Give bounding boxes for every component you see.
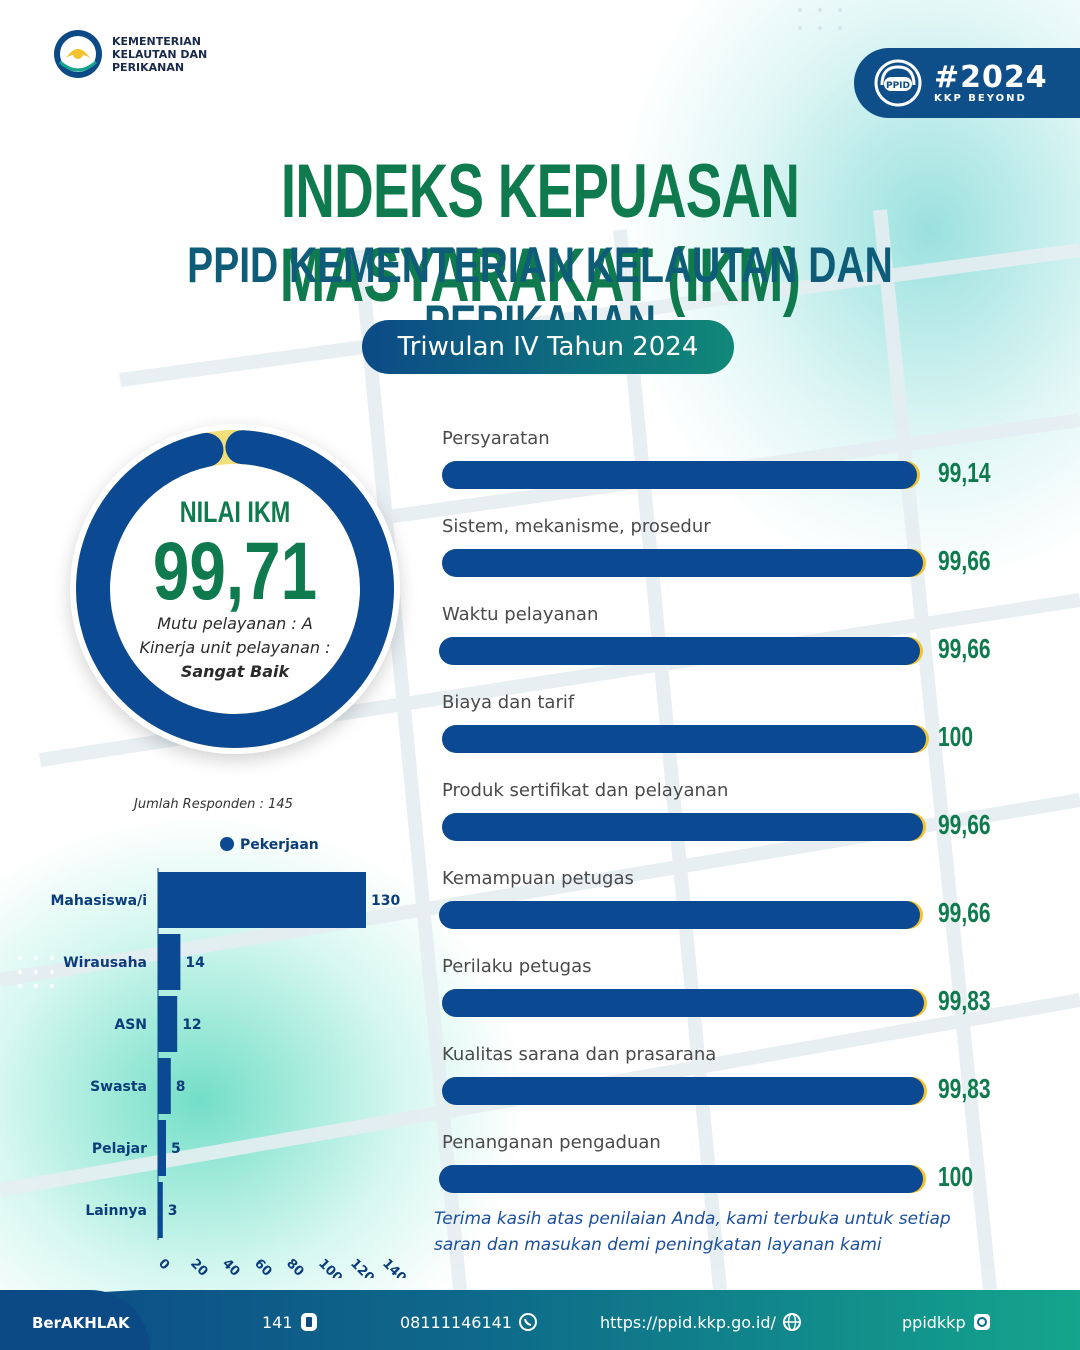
page-title: INDEKS KEPUASAN MASYARAKAT (IKM) — [279, 149, 801, 318]
occupation-value-label: 3 — [168, 1203, 178, 1219]
occupation-value-label: 5 — [171, 1141, 181, 1157]
occupation-bar — [158, 872, 366, 928]
globe-icon — [782, 1313, 801, 1331]
occupation-category-label: Lainnya — [85, 1203, 147, 1219]
ikm-donut-arc — [76, 430, 394, 748]
aspect-bar — [439, 637, 920, 665]
badge-hashtag: #2024 — [934, 59, 1048, 95]
occupation-value-label: 12 — [182, 1017, 201, 1033]
thank-you-note: Terima kasih atas penilaian Anda, kami t… — [434, 1209, 951, 1255]
x-tick-label: 0 — [155, 1256, 172, 1273]
aspect-value: 99,66 — [938, 897, 991, 928]
aspect-label: Sistem, mekanisme, prosedur — [442, 516, 711, 537]
x-tick-label: 120 — [347, 1256, 377, 1278]
occupation-category-label: Mahasiswa/i — [50, 893, 147, 909]
occupation-category-label: Wirausaha — [63, 955, 147, 971]
aspect-bar — [442, 989, 925, 1017]
occupation-category-label: Swasta — [90, 1079, 147, 1095]
legend-marker — [220, 837, 234, 851]
ikm-label: NILAI IKM — [179, 496, 291, 529]
occupation-bar — [158, 1182, 163, 1238]
legend-label: Pekerjaan — [240, 837, 319, 853]
x-tick-label: 140 — [379, 1256, 409, 1278]
footer-instagram[interactable]: ppidkkp — [902, 1312, 992, 1332]
occupation-bar — [158, 1120, 166, 1176]
aspect-bar — [442, 725, 926, 753]
occupation-category-label: ASN — [114, 1017, 147, 1033]
aspect-value: 99,14 — [938, 457, 991, 488]
x-tick-label: 80 — [283, 1256, 306, 1278]
aspect-bar — [442, 549, 923, 577]
footer-phone-text: 141 — [262, 1312, 293, 1332]
ikm-performance-label: Kinerja unit pelayanan : — [139, 638, 331, 657]
badge-subtitle: KKP BEYOND — [934, 92, 1027, 104]
aspect-bar — [442, 813, 923, 841]
occupation-value-label: 130 — [371, 893, 400, 909]
occupation-bar — [158, 1058, 171, 1114]
badge-icon-label: PPID — [886, 81, 910, 91]
aspect-label: Kemampuan petugas — [442, 868, 634, 889]
x-tick-label: 40 — [219, 1256, 242, 1278]
respondent-count: Jumlah Responden : 145 — [134, 797, 293, 812]
aspect-value: 99,66 — [938, 545, 991, 576]
footer-website-text: https://ppid.kkp.go.id/ — [600, 1312, 776, 1332]
aspect-label: Biaya dan tarif — [442, 692, 575, 713]
footer — [0, 1290, 1080, 1350]
x-tick-label: 100 — [315, 1256, 345, 1278]
aspect-label: Kualitas sarana dan prasarana — [442, 1044, 717, 1065]
instagram-icon — [973, 1314, 990, 1330]
ikm-value: 99,71 — [152, 526, 318, 617]
footer-instagram-text: ppidkkp — [902, 1312, 966, 1332]
berakhlak-logo: BerAKHLAK — [32, 1314, 130, 1332]
footer-whatsapp[interactable]: 08111146141 — [400, 1312, 538, 1332]
footer-whatsapp-text: 08111146141 — [400, 1312, 512, 1332]
footer-website[interactable]: https://ppid.kkp.go.id/ — [600, 1312, 802, 1332]
x-tick-label: 60 — [251, 1256, 274, 1278]
occupation-bar — [158, 996, 178, 1052]
ikm-quality: Mutu pelayanan : A — [157, 614, 313, 633]
aspect-bar — [439, 1165, 923, 1193]
aspect-value: 99,66 — [938, 809, 991, 840]
ikm-donut — [70, 424, 400, 754]
ministry-name: KEMENTERIAN KELAUTAN DAN PERIKANAN — [112, 34, 208, 74]
whatsapp-icon — [518, 1313, 537, 1331]
phone-icon — [300, 1313, 317, 1331]
ppid-headset-icon: PPID — [874, 59, 922, 107]
aspect-value: 100 — [938, 1161, 974, 1192]
aspect-bar — [439, 901, 920, 929]
occupation-value-label: 14 — [185, 955, 205, 971]
aspect-bar — [442, 1077, 925, 1105]
ministry-logo: KEMENTERIAN KELAUTAN DAN PERIKANAN — [52, 28, 222, 80]
aspect-label: Waktu pelayanan — [442, 604, 599, 625]
x-tick-label: 20 — [187, 1256, 210, 1278]
aspect-value: 100 — [938, 721, 974, 752]
occupation-chart: Pekerjaan Mahasiswa/i 130 Wirausaha 14 ASN 12 S… — [50, 837, 409, 1278]
ikm-performance-value: Sangat Baik — [180, 662, 290, 681]
aspect-value: 99,83 — [938, 985, 991, 1016]
aspect-label: Perilaku petugas — [442, 956, 592, 977]
ministry-emblem-icon — [54, 30, 102, 78]
occupation-value-label: 8 — [176, 1079, 186, 1095]
aspect-label: Persyaratan — [442, 428, 550, 449]
footer-phone[interactable]: 141 — [262, 1312, 319, 1332]
period-pill: Triwulan IV Tahun 2024 — [362, 320, 734, 374]
occupation-category-label: Pelajar — [92, 1141, 147, 1157]
aspect-bar — [442, 461, 918, 489]
aspect-value: 99,66 — [938, 633, 991, 664]
aspect-label: Penanganan pengaduan — [442, 1132, 661, 1153]
aspect-label: Produk sertifikat dan pelayanan — [442, 780, 729, 801]
kkp-beyond-badge: PPID #2024 KKP BEYOND — [854, 48, 1080, 118]
occupation-bar — [158, 934, 181, 990]
aspect-value: 99,83 — [938, 1073, 991, 1104]
